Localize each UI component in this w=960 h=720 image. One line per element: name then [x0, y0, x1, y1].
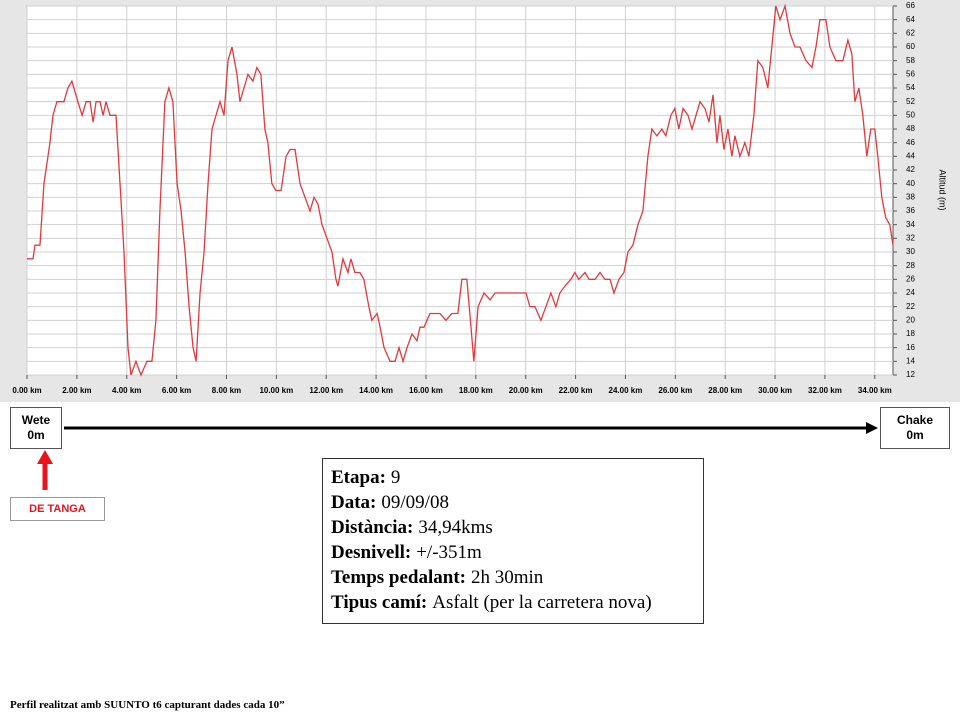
info-value: 9 — [390, 467, 401, 488]
end-name: Chake — [896, 413, 934, 427]
chart: Altitud (m) 12 14 16 18 20 22 24 26 28 30 32 34 36 38… — [0, 0, 960, 402]
end-box: Chake 0m — [880, 407, 950, 449]
y-tick-label: 14 — [906, 356, 915, 365]
info-label: Desnivell: — [331, 542, 412, 563]
x-tick-label: 10.00 km — [259, 386, 293, 395]
x-tick-label: 12.00 km — [309, 386, 343, 395]
y-tick-label: 16 — [906, 343, 915, 352]
y-tick-label: 12 — [906, 370, 915, 379]
info-row: Temps pedalant: 2h 30min — [331, 565, 695, 590]
info-label: Data: — [331, 492, 377, 513]
y-tick-label: 18 — [906, 329, 915, 338]
x-tick-label: 24.00 km — [609, 386, 643, 395]
footer: Perfil realitzat amb SUUNTO t6 capturant… — [10, 699, 285, 711]
y-tick-label: 30 — [906, 247, 915, 256]
y-tick-label: 26 — [906, 274, 915, 283]
y-tick-label: 58 — [906, 56, 915, 65]
info-row: Tipus camí: Asfalt (per la carretera nova… — [331, 590, 695, 615]
x-tick-label: 14.00 km — [359, 386, 393, 395]
info-label: Temps pedalant: — [331, 567, 466, 588]
y-tick-label: 38 — [906, 192, 915, 201]
altitude-line — [27, 3, 894, 377]
y-tick-label: 56 — [906, 69, 915, 78]
info-value: Asfalt (per la carretera nova) — [432, 592, 652, 613]
y-tick-label: 22 — [906, 302, 915, 311]
route-arrowhead — [866, 422, 878, 434]
x-tick-label: 0.00 km — [12, 386, 41, 395]
info-label: Tipus camí: — [331, 592, 428, 613]
y-tick-label: 24 — [906, 288, 915, 297]
info-value: 34,94kms — [418, 517, 493, 538]
x-tick-label: 4.00 km — [112, 386, 141, 395]
y-tick-label: 66 — [906, 1, 915, 10]
y-tick-label: 20 — [906, 315, 915, 324]
x-tick-label: 2.00 km — [62, 386, 91, 395]
info-value: 09/09/08 — [381, 492, 449, 513]
info-box: Etapa: 9 Data: 09/09/08 Distància: 34,94kms De… — [322, 458, 704, 624]
info-label: Distància: — [331, 517, 414, 538]
start-box: Wete 0m — [10, 407, 62, 449]
y-tick-label: 62 — [906, 28, 915, 37]
x-tick-label: 26.00 km — [658, 386, 692, 395]
y-tick-label: 54 — [906, 83, 915, 92]
x-tick-label: 30.00 km — [758, 386, 792, 395]
start-name: Wete — [21, 413, 51, 427]
x-tick-label: 22.00 km — [559, 386, 593, 395]
y-tick-label: 64 — [906, 15, 915, 24]
y-tick-label: 42 — [906, 165, 915, 174]
x-tick-label: 20.00 km — [509, 386, 543, 395]
y-tick-label: 52 — [906, 97, 915, 106]
info-label: Etapa: — [331, 467, 386, 488]
y-tick-label: 60 — [906, 42, 915, 51]
plot-area — [26, 5, 894, 376]
info-value: 2h 30min — [470, 567, 544, 588]
y-tick-label: 50 — [906, 110, 915, 119]
end-elevation: 0m — [906, 428, 924, 442]
y-tick-label: 28 — [906, 261, 915, 270]
info-row: Distància: 34,94kms — [331, 515, 695, 540]
info-row: Data: 09/09/08 — [331, 490, 695, 515]
x-tick-label: 18.00 km — [459, 386, 493, 395]
x-tick-label: 34.00 km — [858, 386, 892, 395]
x-tick-label: 28.00 km — [708, 386, 742, 395]
y-tick-label: 44 — [906, 151, 915, 160]
y-tick-label: 36 — [906, 206, 915, 215]
x-tick-label: 16.00 km — [409, 386, 443, 395]
info-row: Etapa: 9 — [331, 465, 695, 490]
marker-arrowhead — [37, 450, 53, 464]
x-tick-label: 32.00 km — [808, 386, 842, 395]
y-tick-label: 48 — [906, 124, 915, 133]
marker-box: DE TANGA — [10, 497, 105, 521]
info-row: Desnivell: +/-351m — [331, 540, 695, 565]
y-axis-label: Altitud (m) — [938, 169, 948, 210]
y-tick-label: 32 — [906, 233, 915, 242]
y-tick-label: 46 — [906, 138, 915, 147]
y-tick-label: 34 — [906, 220, 915, 229]
route-arrows — [37, 422, 878, 490]
info-value: +/-351m — [416, 542, 482, 563]
x-tick-label: 6.00 km — [162, 386, 191, 395]
y-tick-label: 40 — [906, 179, 915, 188]
x-tick-label: 8.00 km — [212, 386, 241, 395]
start-elevation: 0m — [27, 428, 45, 442]
